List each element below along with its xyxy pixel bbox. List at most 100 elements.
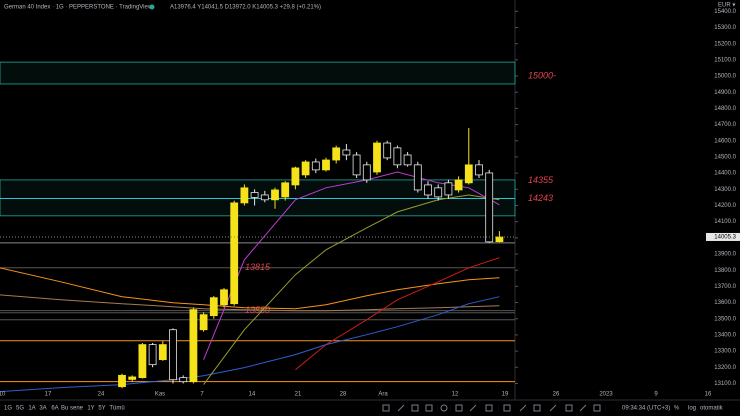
range-button[interactable]: 5G (16, 406, 24, 412)
y-tick-label: 13300.0 (714, 349, 736, 355)
x-tick-label: 16 (705, 392, 712, 398)
y-tick-label: 15300.0 (714, 25, 736, 31)
level-label: 15000- (528, 70, 556, 80)
range-button[interactable]: 1G (4, 406, 12, 412)
candle-body (189, 309, 198, 383)
candle-body (413, 164, 422, 191)
y-tick-label: 13100.0 (714, 381, 736, 387)
current-price-label: 14005.3 (714, 235, 736, 241)
symbol-title: German 40 Index · 1G · PEPPERSTONE · Tra… (4, 5, 153, 11)
y-tick-label: 13800.0 (714, 268, 736, 274)
candle-body (220, 289, 228, 306)
zone (0, 61, 516, 85)
candle-body (383, 142, 392, 159)
x-tick-label: Ara (378, 392, 388, 398)
drawing-tools (382, 404, 601, 412)
y-tick-label: 14900.0 (714, 90, 736, 96)
candle-body (495, 236, 504, 243)
candle-body (454, 179, 463, 191)
moving-average (203, 194, 500, 385)
clock: 09:34:34 (UTC+3) (622, 406, 670, 412)
candle-body (209, 297, 218, 317)
range-button[interactable]: 5Y (98, 406, 105, 412)
y-tick-label: 15100.0 (714, 57, 736, 63)
level-label: 14243 (528, 193, 553, 203)
y-tick-label: 13400.0 (714, 332, 736, 338)
candle-body (158, 344, 167, 361)
ohlc-readout: A13976.4 Y14041.5 D13972.0 K14005.3 +29.… (170, 5, 321, 11)
level-label: 13815 (245, 262, 271, 272)
y-tick-label: 15400.0 (714, 9, 736, 15)
candle-body (128, 376, 137, 380)
range-button[interactable]: 1Y (87, 406, 94, 412)
y-tick-label: 15200.0 (714, 41, 736, 47)
x-tick-label: 14 (249, 392, 256, 398)
x-tick-label: 7 (200, 392, 204, 398)
x-tick-label: 2023 (599, 392, 613, 398)
candle-body (424, 184, 432, 196)
x-tick-label: Kas (155, 392, 165, 398)
y-tick-label: 15000.0 (714, 74, 736, 80)
y-tick-label: 14100.0 (714, 219, 736, 225)
candle-body (475, 164, 483, 176)
candle-body (332, 147, 341, 161)
candle-body (271, 189, 279, 201)
y-tick-label: 14800.0 (714, 106, 736, 112)
y-tick-label: 13700.0 (714, 284, 736, 290)
range-button[interactable]: Tümü (109, 406, 124, 412)
candle-body (138, 344, 147, 379)
x-tick-label: 12 (452, 392, 459, 398)
candle-body (373, 142, 381, 173)
axis-option[interactable]: log (688, 406, 696, 412)
candle-body (342, 149, 351, 156)
range-button[interactable]: 1A (28, 406, 35, 412)
candle-body (485, 172, 494, 243)
candle-body (393, 147, 402, 166)
range-button[interactable]: 3A (39, 406, 46, 412)
axis-option[interactable]: % (674, 406, 680, 412)
x-tick-label: 26 (553, 392, 560, 398)
candle-body (169, 329, 177, 381)
y-tick-label: 14200.0 (714, 203, 736, 209)
candle-body (291, 167, 300, 186)
candle-body (240, 187, 249, 204)
candle-body (322, 159, 330, 171)
x-tick-label: 21 (295, 392, 302, 398)
y-tick-label: 13500.0 (714, 316, 736, 322)
candle-body (179, 377, 188, 383)
candle-body (352, 154, 361, 176)
candle-body (250, 192, 259, 198)
x-tick-label: 28 (340, 392, 347, 398)
x-tick-label: 19 (502, 392, 509, 398)
range-button[interactable]: Bu sene (61, 406, 84, 412)
moving-average (0, 294, 500, 312)
candle-body (148, 344, 157, 366)
axis-option[interactable]: otomatik (700, 406, 724, 412)
currency: EUR ▾ (718, 3, 735, 9)
y-tick-label: 14500.0 (714, 155, 736, 161)
level-label: 14355 (528, 175, 554, 185)
y-tick-label: 13600.0 (714, 300, 736, 306)
y-tick-label: 14300.0 (714, 187, 736, 193)
x-tick-label: 10 (0, 392, 6, 398)
status-dot (149, 4, 155, 10)
candle-body (434, 187, 443, 198)
moving-average (0, 267, 500, 310)
x-tick-label: 9 (654, 392, 658, 398)
candle-body (118, 374, 126, 388)
current-price-tag (706, 232, 740, 241)
candle-body (199, 314, 208, 331)
y-tick-label: 13200.0 (714, 365, 736, 371)
candle-body (230, 202, 239, 305)
x-tick-label: 24 (98, 392, 105, 398)
range-button[interactable]: 6A (51, 406, 58, 412)
y-tick-label: 13900.0 (714, 252, 736, 258)
candle-body (301, 161, 310, 176)
y-tick-label: 14700.0 (714, 122, 736, 128)
candle-body (311, 161, 320, 171)
candle-body (464, 164, 473, 184)
y-tick-label: 14400.0 (714, 171, 736, 177)
